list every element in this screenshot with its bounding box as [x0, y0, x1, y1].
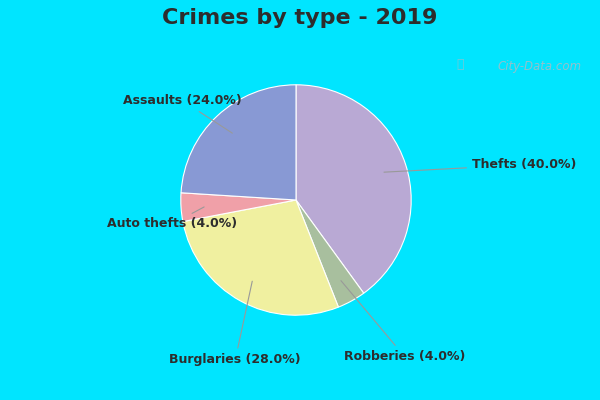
Wedge shape: [296, 85, 411, 293]
Wedge shape: [183, 200, 338, 315]
Text: City-Data.com: City-Data.com: [498, 60, 582, 73]
Text: ⓘ: ⓘ: [456, 58, 464, 71]
Wedge shape: [181, 85, 296, 200]
Text: Auto thefts (4.0%): Auto thefts (4.0%): [107, 207, 238, 230]
Wedge shape: [296, 200, 364, 307]
Text: Burglaries (28.0%): Burglaries (28.0%): [169, 281, 301, 366]
Text: Assaults (24.0%): Assaults (24.0%): [123, 94, 242, 133]
Text: Crimes by type - 2019: Crimes by type - 2019: [163, 8, 437, 28]
Text: Thefts (40.0%): Thefts (40.0%): [384, 158, 577, 172]
Wedge shape: [181, 193, 296, 222]
Text: Robberies (4.0%): Robberies (4.0%): [341, 281, 466, 363]
